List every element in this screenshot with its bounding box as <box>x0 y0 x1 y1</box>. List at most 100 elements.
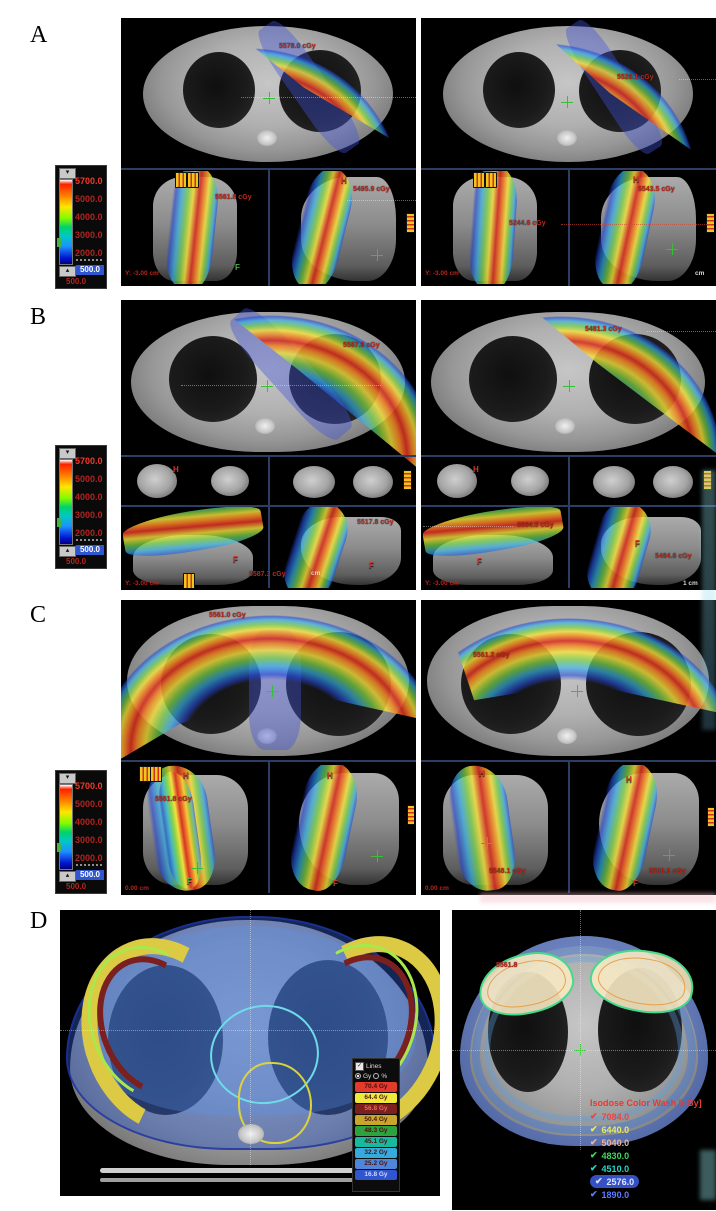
slice-position-label: 0.00 cm <box>125 885 149 892</box>
legend-entry[interactable]: 48.3 Gy <box>355 1126 397 1136</box>
crosshair-line <box>452 1050 716 1051</box>
orientation-marker: H <box>341 176 347 185</box>
legend-entry[interactable]: 64.4 Gy <box>355 1093 397 1103</box>
legend-gy-radio[interactable] <box>355 1073 361 1079</box>
slice-position-label: Y: -3.00 cm <box>125 580 159 587</box>
dose-annotation: 5481.3 cGy <box>585 326 622 333</box>
legend-percent-radio[interactable] <box>373 1073 380 1079</box>
isodose-legend-title: Isodose Color Wash [cGy] <box>590 1098 702 1108</box>
orientation-marker: F <box>333 879 338 888</box>
colorbar-min-value: 500.0 <box>66 882 87 891</box>
view-divider <box>121 760 416 762</box>
view-divider <box>268 456 270 588</box>
isodose-legend-entry[interactable]: 5040.0 <box>590 1136 702 1149</box>
legend-entry[interactable]: 50.4 Gy <box>355 1115 397 1125</box>
legend-entry[interactable]: 70.4 Gy <box>355 1082 397 1092</box>
tissue-shape <box>153 177 237 281</box>
orientation-marker: F <box>187 877 192 886</box>
colorbar-collapse-button[interactable]: ▾ <box>59 448 76 459</box>
scale-unit-label: cm <box>695 270 705 277</box>
colorbar-tick-label: 5000.0 <box>75 194 103 204</box>
orientation-marker: F <box>233 555 238 564</box>
lung-shape <box>589 334 681 424</box>
legend-lines-label: Lines <box>366 1062 382 1070</box>
sagittal-ct-view <box>571 765 714 891</box>
crosshair-line <box>679 79 716 80</box>
dose-annotation: 5517.8 cGy <box>357 519 394 526</box>
small-ct-view <box>271 458 414 503</box>
isocenter-cross-icon <box>574 1044 586 1056</box>
colorbar-expand-button[interactable]: ▴ <box>59 266 76 277</box>
legend-entry[interactable]: 25.2 Gy <box>355 1159 397 1169</box>
isocenter-cross-icon <box>191 862 203 874</box>
view-divider <box>568 456 570 588</box>
panel-c: 5561.0 cGy H 5561.8 cGy H F F 0.00 cm 55… <box>121 600 716 895</box>
legend-lines-checkbox[interactable]: ✓ <box>355 1061 364 1071</box>
isocenter-cross-icon <box>561 96 573 108</box>
colorbar-expand-button[interactable]: ▴ <box>59 871 76 882</box>
colorbar-tick-label: 2000.0 <box>75 248 103 258</box>
isocenter-cross-icon <box>666 243 678 255</box>
view-divider <box>421 760 716 762</box>
panel-a-right-plan: 5526.1 cGy 5244.6 cGy H 5543.5 cGy Y: -3… <box>421 18 716 286</box>
crosshair-line <box>250 910 251 1165</box>
legend-entry[interactable]: 56.8 Gy <box>355 1104 397 1114</box>
colorbar-expand-button[interactable]: ▴ <box>59 546 76 557</box>
view-divider <box>121 168 416 170</box>
isodose-legend-entry[interactable]: 7084.0 <box>590 1110 702 1123</box>
sagittal-ct-view <box>571 507 714 588</box>
sagittal-ct-view <box>271 765 414 891</box>
legend-entry[interactable]: 32.2 Gy <box>355 1148 397 1158</box>
orientation-marker: F <box>235 263 240 272</box>
colorbar-collapse-button[interactable]: ▾ <box>59 773 76 784</box>
spine-shape <box>557 728 577 744</box>
structure-contour <box>238 1062 312 1144</box>
colorbar-tick-label: 4000.0 <box>75 817 103 827</box>
dose-colorbar: ▾ 5700.0 5000.0 4000.0 3000.0 2000.0 ▴ 5… <box>55 770 107 894</box>
dose-annotation: 5561.8 cGy <box>215 194 252 201</box>
colorbar-marker <box>57 518 61 527</box>
colorbar-tick-label: 2000.0 <box>75 528 103 538</box>
legend-entry[interactable]: 16.8 Gy <box>355 1170 397 1180</box>
tissue-shape <box>433 535 553 585</box>
spine-shape <box>257 130 277 146</box>
check-icon <box>590 1150 598 1161</box>
panel-b-right-plan: 5481.3 cGy H 5564.5 cGy F F 5484.6 cGy <box>421 300 716 590</box>
isodose-legend-entry[interactable]: 1890.0 <box>590 1188 702 1201</box>
colorbar-max-label: 5700.0 <box>75 781 103 791</box>
beam-marker <box>406 213 414 233</box>
crosshair-line <box>580 910 581 1150</box>
isodose-legend-entry[interactable]: 4510.0 <box>590 1162 702 1175</box>
isocenter-cross-icon <box>371 249 383 261</box>
lung-shape <box>286 632 391 736</box>
panel-label-b: B <box>30 304 47 330</box>
colorbar-gradient <box>59 784 73 870</box>
orientation-marker: F <box>369 561 374 570</box>
panel-a-left-plan: 5578.0 cGy 5561.8 cGy H 5495.9 cGy F Y: … <box>121 18 416 286</box>
scale-unit-label: 1 cm <box>683 580 698 587</box>
isodose-value: 7084.0 <box>601 1111 630 1122</box>
panel-label-c: C <box>30 602 47 628</box>
view-divider <box>268 170 270 286</box>
check-icon <box>590 1163 598 1174</box>
tissue-shape <box>299 773 399 885</box>
dose-annotation: 5495.9 cGy <box>353 186 390 193</box>
slice-position-label: Y: -3.00 cm <box>425 580 459 587</box>
tissue-shape <box>511 466 549 496</box>
colorbar-min-value: 500.0 <box>66 277 87 286</box>
dose-annotation: 5561.8 cGy <box>155 796 192 803</box>
isodose-legend-entry[interactable]: 2576.0 <box>590 1175 640 1188</box>
dose-annotation: 5578.0 cGy <box>279 43 316 50</box>
orientation-marker: H <box>626 775 632 784</box>
spine-shape <box>555 418 575 434</box>
colorbar-collapse-button[interactable]: ▾ <box>59 168 76 179</box>
isodose-legend-entry[interactable]: 4830.0 <box>590 1149 702 1162</box>
isodose-lines-legend: ✓ Lines Gy % 70.4 Gy 64.4 Gy 56.8 Gy 50.… <box>352 1058 400 1192</box>
beam-marker <box>707 807 714 827</box>
beam-marker <box>175 172 187 188</box>
dose-annotation: 5543.5 cGy <box>638 186 675 193</box>
dose-annotation: 5587.3 cGy <box>249 571 286 578</box>
isodose-legend-entry[interactable]: 6440.0 <box>590 1123 702 1136</box>
legend-entry[interactable]: 45.1 Gy <box>355 1137 397 1147</box>
